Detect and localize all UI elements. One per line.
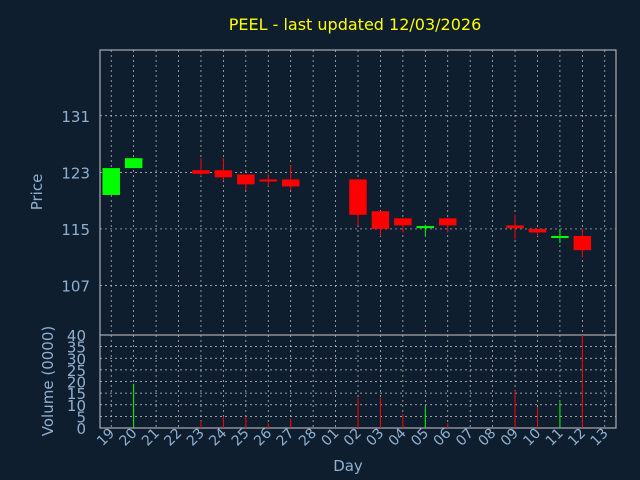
price-tick-label: 107: [61, 277, 90, 295]
volume-tick-label: 35: [67, 339, 86, 357]
x-tick-label: 22: [161, 426, 185, 450]
price-axis: 107 115 123 131: [61, 108, 90, 296]
x-tick-label: 27: [274, 426, 298, 450]
candle-body: [551, 235, 569, 238]
x-tick-label: 04: [386, 425, 410, 449]
x-tick-label: 08: [476, 426, 500, 450]
candle-body: [102, 168, 120, 195]
x-tick-label: 26: [251, 425, 275, 449]
x-tick-label: 21: [139, 426, 163, 450]
volume-tick-label: 0: [76, 420, 86, 438]
x-tick-label: 23: [184, 426, 208, 450]
x-tick-label: 05: [408, 426, 432, 450]
candle-body: [214, 170, 233, 178]
x-tick-label: 09: [498, 426, 522, 450]
volume-grid: [99, 334, 617, 429]
volume-tick-label: 40: [67, 327, 86, 345]
candle-body: [528, 228, 547, 233]
volume-tick-label: 30: [67, 350, 86, 368]
x-tick-label: 03: [363, 426, 387, 450]
price-tick-label: 131: [61, 108, 90, 126]
candle-body: [349, 179, 367, 215]
volume-tick-label: 10: [67, 397, 86, 415]
x-tick-label: 13: [588, 426, 612, 450]
x-tick-label: 20: [117, 426, 141, 450]
price-axis-label: Price: [28, 174, 46, 211]
candle-body: [124, 158, 143, 169]
x-axis-label: Day: [333, 457, 363, 475]
candle-body: [416, 226, 435, 229]
candle-body: [371, 211, 390, 229]
volume-tick-label: 15: [67, 385, 86, 403]
candles: [102, 158, 592, 258]
x-tick-label: 07: [453, 426, 477, 450]
candle-body: [281, 179, 300, 187]
x-tick-label: 19: [94, 426, 118, 450]
volume-tick-label: 20: [67, 374, 86, 392]
price-tick-label: 123: [61, 164, 90, 182]
x-tick-label: 11: [543, 426, 567, 450]
candle-body: [438, 218, 457, 226]
price-tick-label: 115: [61, 221, 90, 239]
x-tick-label: 02: [341, 426, 365, 450]
candle-body: [506, 225, 524, 229]
volume-axis-label: Volume (0000): [39, 326, 57, 436]
candle-body: [192, 170, 210, 174]
volume-bars: [133, 335, 583, 428]
chart-title: PEEL - last updated 12/03/2026: [229, 15, 482, 34]
x-tick-label: 12: [565, 426, 589, 450]
x-tick-label: 28: [296, 426, 320, 450]
x-axis: 1920212223242526272801020304050607080910…: [94, 425, 611, 449]
candle-body: [573, 235, 592, 251]
x-tick-label: 24: [206, 425, 230, 449]
volume-tick-label: 5: [76, 408, 86, 426]
x-tick-label: 10: [520, 426, 544, 450]
x-tick-label: 01: [318, 426, 342, 450]
volume-tick-label: 25: [67, 362, 86, 380]
x-tick-label: 25: [229, 426, 253, 450]
candle-body: [237, 174, 255, 185]
candle-body: [394, 218, 412, 226]
x-tick-label: 06: [431, 425, 455, 449]
candle-body: [259, 179, 278, 182]
